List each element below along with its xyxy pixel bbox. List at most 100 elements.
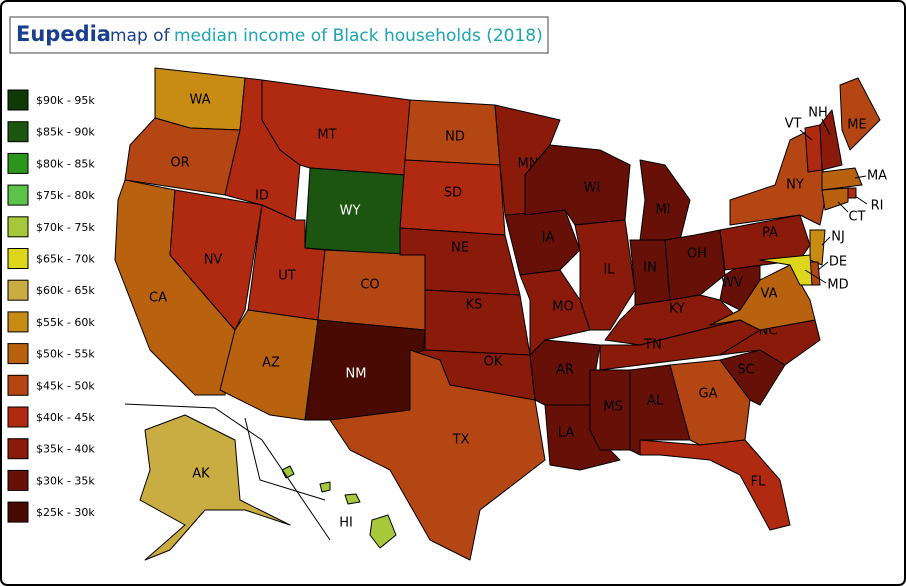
state-label: AR: [556, 363, 574, 378]
legend-label: $60k - 65k: [36, 284, 95, 297]
state-label: MI: [655, 203, 670, 218]
state-label: IL: [603, 263, 615, 278]
state: [719, 214, 811, 271]
title: median income of Black households (2018): [174, 26, 543, 46]
legend-label: $40k - 45k: [36, 411, 95, 424]
state-label: NV: [204, 253, 223, 268]
legend-swatch: [7, 501, 29, 523]
state: [169, 189, 263, 331]
state-label: ND: [445, 130, 465, 145]
inset-divider: [124, 403, 331, 541]
state-label: NJ: [831, 230, 845, 245]
state-label: WA: [189, 93, 210, 108]
state-label: KS: [466, 298, 483, 313]
legend-label: $80k - 85k: [36, 157, 95, 170]
state-label: WI: [584, 181, 601, 196]
state-label: MO: [552, 300, 573, 315]
state-label: TN: [643, 338, 662, 353]
legend-swatch: [7, 343, 29, 365]
state: [821, 167, 863, 191]
state-label: CT: [848, 210, 865, 225]
state-label: IA: [542, 231, 555, 246]
leader-line: [854, 175, 867, 179]
state-label: WY: [340, 204, 361, 219]
state-label: PA: [762, 226, 778, 241]
legend-swatch: [7, 438, 29, 460]
legend-label: $90k - 95k: [36, 94, 95, 107]
state: [281, 465, 295, 479]
legend-swatch: [7, 121, 29, 143]
state: [821, 187, 849, 211]
state: [329, 349, 546, 561]
state-label: TX: [452, 433, 470, 448]
state: [574, 219, 636, 331]
legend: $90k - 95k $85k - 90k $80k - 85k $75k - 80k…: [7, 89, 95, 523]
state-label: SD: [444, 186, 462, 201]
legend-label: $30k - 35k: [36, 474, 95, 487]
state-label: CA: [149, 291, 167, 306]
leader-line: [799, 129, 813, 141]
state: [847, 187, 857, 199]
state: [839, 77, 881, 151]
legend-label: $85k - 90k: [36, 126, 95, 139]
leader-line: [821, 118, 831, 136]
state-label: MA: [867, 169, 887, 184]
map: WAORCANVIDMTWYUTCOAZNMNDSDNEKSOKTXMNIAMO…: [114, 67, 887, 561]
title-prefix: map of: [110, 26, 171, 46]
state-label: NH: [808, 106, 828, 121]
state: [589, 369, 631, 451]
state-label: AL: [647, 394, 664, 409]
legend-swatch: [7, 311, 29, 333]
state-label: NE: [451, 241, 469, 256]
state-label: HI: [339, 516, 353, 531]
state-label: RI: [871, 199, 884, 214]
state: [809, 229, 826, 266]
state-label: AZ: [262, 356, 280, 371]
state: [344, 493, 361, 505]
state: [369, 514, 397, 549]
state-label: MT: [317, 128, 336, 143]
legend-swatch: [7, 374, 29, 396]
state-label: AK: [192, 467, 210, 482]
leader-line: [854, 195, 868, 205]
state-label: SC: [737, 363, 754, 378]
state: [519, 269, 591, 356]
legend-label: $75k - 80k: [36, 189, 95, 202]
leader-line: [821, 236, 831, 246]
state-label: FL: [751, 475, 766, 490]
state-label: CO: [360, 278, 379, 293]
brand: Eupedia: [16, 22, 111, 46]
legend-label: $50k - 55k: [36, 348, 95, 361]
state-label: VT: [785, 117, 802, 132]
legend-swatch: [7, 469, 29, 491]
legend-swatch: [7, 216, 29, 238]
state: [804, 124, 823, 173]
state: [139, 414, 291, 561]
state-label: KY: [669, 302, 685, 317]
state: [759, 254, 813, 286]
leader-line: [817, 261, 829, 271]
state-label: DE: [829, 255, 847, 270]
legend-label: $65k - 70k: [36, 253, 95, 266]
state-label: OK: [484, 355, 503, 370]
state: [639, 439, 791, 531]
legend-swatch: [7, 248, 29, 269]
state-label: IN: [643, 261, 657, 276]
legend-swatch: [7, 279, 29, 301]
state-label: OR: [170, 156, 189, 171]
legend-label: $55k - 60k: [36, 316, 95, 329]
state: [719, 349, 786, 406]
dividers: [124, 403, 331, 541]
state-label: MS: [603, 400, 622, 415]
leader-line: [837, 201, 849, 213]
legend-swatch: [7, 89, 29, 111]
state-label: MD: [827, 278, 848, 293]
state-label: VA: [761, 287, 778, 302]
legend-swatch: [7, 152, 29, 174]
legend-label: $45k - 50k: [36, 379, 95, 392]
leader-line: [804, 269, 827, 284]
state-label: NY: [786, 178, 804, 193]
state-label: WV: [721, 276, 743, 291]
inset-divider: [244, 417, 326, 501]
